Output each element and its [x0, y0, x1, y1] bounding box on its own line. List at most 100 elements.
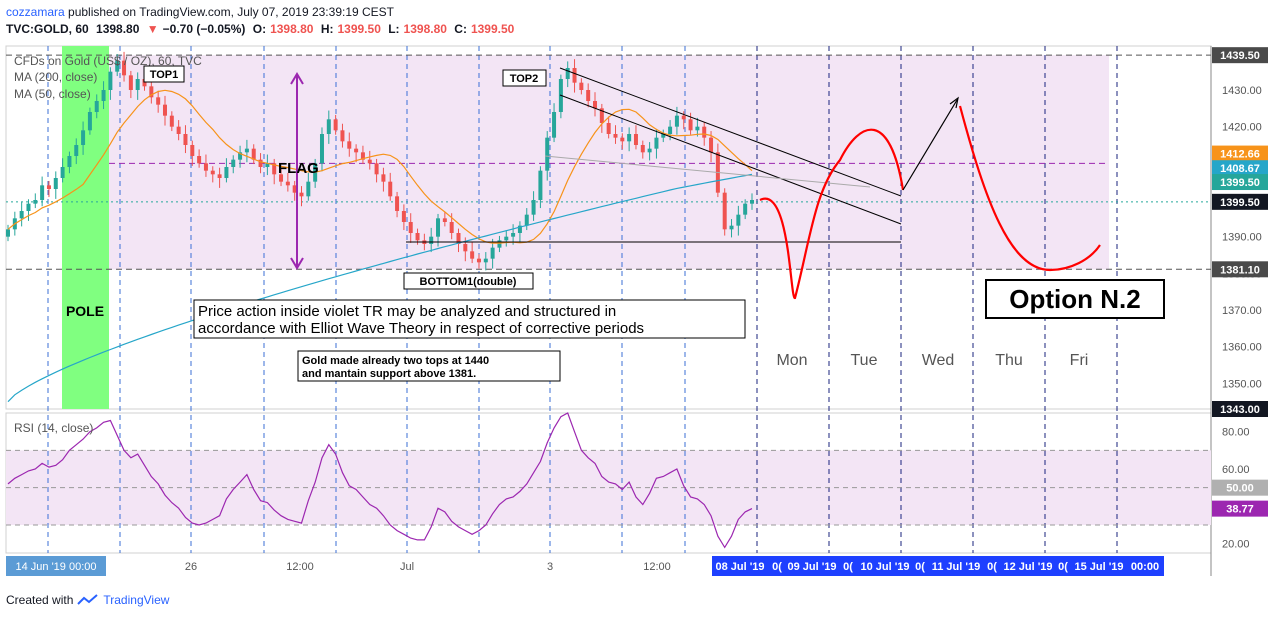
candle-body [729, 225, 734, 230]
price-tick-label: 1430.00 [1222, 85, 1262, 97]
candle-body [456, 233, 461, 244]
top2-box [502, 69, 547, 87]
lower-trendline [559, 94, 902, 225]
candle-body [279, 174, 284, 182]
price-tag [1212, 261, 1268, 278]
candle-body [606, 123, 611, 134]
candle-body [135, 79, 140, 90]
open-label: O: [252, 22, 267, 36]
bottom-box [403, 272, 534, 290]
time-tick-label: 0( [843, 561, 853, 573]
candle-body [67, 156, 72, 167]
candle-body [408, 222, 413, 233]
rsi-tick-label: 20.00 [1222, 539, 1250, 551]
candle-body [142, 79, 147, 87]
candle-body [87, 112, 92, 131]
time-tick-label: 14 Jun '19 00:00 [15, 561, 96, 573]
high-label: H: [320, 22, 334, 36]
rsi-tag-label: 38.77 [1226, 504, 1254, 516]
candle-body [360, 152, 365, 160]
candle-body [367, 159, 372, 164]
candle-body [162, 104, 167, 116]
candle-body [476, 258, 481, 263]
candle-body [53, 178, 58, 189]
candle-body [115, 60, 120, 72]
candle-body [81, 130, 86, 145]
symbol-label: TVC:GOLD, 60 [6, 22, 89, 36]
candle-body [333, 119, 338, 131]
high-value: 1399.50 [337, 22, 381, 36]
upper-trendline [559, 67, 902, 197]
candle-body [197, 156, 202, 164]
note2-line2: and mantain support above 1381. [302, 368, 476, 380]
time-tick-label: 0( [772, 561, 782, 573]
time-axis-left-tag [6, 556, 106, 576]
day-label: Fri [1070, 352, 1089, 369]
candle-body [374, 163, 379, 175]
candle-body [251, 148, 256, 160]
candle-body [60, 167, 65, 178]
candle-body [169, 115, 174, 127]
candle-body [395, 196, 400, 211]
candle-body [572, 68, 577, 83]
price-tag-label: 1399.50 [1220, 177, 1260, 189]
top1-label: TOP1 [150, 69, 179, 81]
candle-body [531, 200, 536, 215]
candle-body [33, 200, 38, 204]
candle-body [176, 126, 181, 134]
pole-zone [62, 46, 109, 409]
candle-body [190, 145, 195, 156]
midline-trend [544, 155, 871, 188]
author-link[interactable]: cozzamara [6, 5, 65, 19]
time-tick-label: 12 Jul '19 [1003, 561, 1052, 573]
price-tick-label: 1420.00 [1222, 122, 1262, 134]
time-tick-label: 12:00 [286, 561, 314, 573]
flag-label: FLAG [278, 160, 319, 177]
candle-body [238, 152, 243, 160]
projection-curve-1 [759, 128, 905, 300]
candle-body [401, 211, 406, 222]
candle-body [545, 137, 550, 171]
candle-body [593, 101, 598, 109]
rsi-tag [1212, 479, 1268, 496]
candle-body [224, 167, 229, 178]
candle-body [640, 145, 645, 153]
candle-body [654, 137, 659, 149]
price-tag [1212, 401, 1268, 417]
legend-ma200: MA (200, close) [14, 70, 97, 84]
candle-body [326, 119, 331, 134]
time-tick-label: 09 Jul '19 [787, 561, 836, 573]
symbol-info: TVC:GOLD, 60 1398.80 ▼ −0.70 (−0.05%) O: 1… [6, 22, 518, 36]
candle-body [709, 137, 714, 153]
candle-body [40, 185, 45, 200]
candle-body [74, 145, 79, 156]
candle-body [620, 137, 625, 142]
candle-body [203, 163, 208, 171]
note2-line1: Gold made already two tops at 1440 [302, 355, 489, 367]
note1-line1: Price action inside violet TR may be ana… [198, 303, 616, 320]
price-tag [1212, 193, 1268, 210]
candle-body [463, 244, 468, 252]
candle-body [122, 60, 127, 76]
close-label: C: [454, 22, 467, 36]
candle-body [231, 159, 236, 167]
publish-text: published on TradingView.com, July 07, 2… [64, 5, 395, 19]
top2-label: TOP2 [510, 73, 539, 85]
day-label: Tue [851, 352, 878, 369]
candle-body [306, 181, 311, 197]
low-label: L: [388, 22, 400, 36]
tradingview-link[interactable]: TradingView [103, 593, 170, 607]
down-arrow-icon: ▼ [146, 22, 159, 36]
price-change: −0.70 (−0.05%) [162, 22, 246, 36]
day-label: Wed [922, 352, 955, 369]
time-tick-label: 3 [547, 561, 553, 573]
candle-body [429, 236, 434, 244]
candle-body [292, 185, 297, 193]
note1-box [193, 299, 746, 339]
candle-body [504, 236, 509, 241]
candle-body [347, 141, 352, 149]
candle-body [449, 222, 454, 233]
candle-body [490, 247, 495, 259]
candle-body [436, 218, 441, 237]
